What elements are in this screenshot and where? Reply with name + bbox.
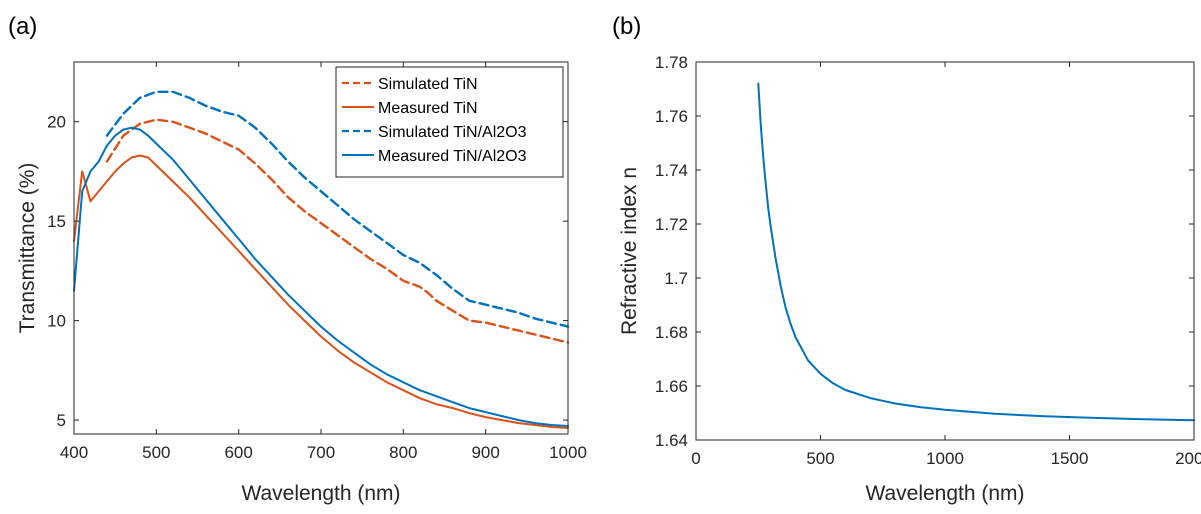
x-tick-label: 1500 xyxy=(1051,449,1089,468)
x-tick-label: 1000 xyxy=(926,449,964,468)
x-tick-label: 1000 xyxy=(549,443,587,462)
series-group-a xyxy=(73,90,570,429)
panel-label-a: (a) xyxy=(8,13,37,40)
y-tick-label: 20 xyxy=(47,113,66,132)
legend-label-measured-tin-al2o3: Measured TiN/Al2O3 xyxy=(378,148,527,165)
x-tick-label: 400 xyxy=(60,443,88,462)
legend-label-simulated-tin: Simulated TiN xyxy=(378,76,478,93)
y-tick-label: 1.7 xyxy=(664,269,688,288)
y-tick-label: 1.78 xyxy=(655,53,688,72)
y-ticks-a: 5 10 15 20 xyxy=(47,113,568,430)
plot-area-b xyxy=(696,62,1194,440)
series-line-measured-tin xyxy=(73,154,569,429)
x-tick-label: 0 xyxy=(691,449,700,468)
y-axis-label-b: Refractive index n xyxy=(618,167,641,335)
panel-label-b: (b) xyxy=(612,13,641,40)
chart-b: (b) 0 500 1000 1500 2000 1.64 1.66 1.68 1.7 1.72… xyxy=(612,13,1201,505)
x-ticks-b: 0 500 1000 1500 2000 xyxy=(691,62,1201,468)
legend-label-simulated-tin-al2o3: Simulated TiN/Al2O3 xyxy=(378,124,527,141)
x-tick-label: 500 xyxy=(806,449,834,468)
y-tick-label: 1.68 xyxy=(655,323,688,342)
legend-box xyxy=(335,66,564,178)
y-tick-label: 1.64 xyxy=(655,431,688,450)
legend-label-measured-tin: Measured TiN xyxy=(378,100,478,117)
x-ticks-a: 400 500 600 700 800 900 1000 xyxy=(60,62,587,462)
x-tick-label: 600 xyxy=(224,443,252,462)
chart-a: (a) 400 500 600 700 800 900 1000 5 10 15 20 Wavel… xyxy=(8,13,587,505)
y-tick-label: 1.74 xyxy=(655,161,688,180)
y-ticks-b: 1.64 1.66 1.68 1.7 1.72 1.74 1.76 1.78 xyxy=(655,53,1194,450)
x-tick-label: 800 xyxy=(389,443,417,462)
y-tick-label: 1.72 xyxy=(655,215,688,234)
series-line-n xyxy=(757,82,1195,422)
y-axis-label-a: Transmittance (%) xyxy=(16,163,39,334)
y-tick-label: 1.66 xyxy=(655,377,688,396)
legend-a: Simulated TiN Measured TiN Simulated TiN… xyxy=(335,66,564,178)
x-tick-label: 500 xyxy=(142,443,170,462)
series-line-simulated-tin xyxy=(105,118,570,344)
y-tick-label: 1.76 xyxy=(655,107,688,126)
series-line-measured-tin-al2o3 xyxy=(73,126,569,427)
series-group-b xyxy=(757,82,1195,422)
x-tick-label: 700 xyxy=(307,443,335,462)
series-line-simulated-tin-al2o3 xyxy=(105,90,570,328)
y-tick-label: 10 xyxy=(47,312,66,331)
y-tick-label: 15 xyxy=(47,212,66,231)
x-axis-label-a: Wavelength (nm) xyxy=(241,482,400,505)
x-tick-label: 900 xyxy=(471,443,499,462)
y-tick-label: 5 xyxy=(57,411,66,430)
x-axis-label-b: Wavelength (nm) xyxy=(865,482,1024,505)
x-tick-label: 2000 xyxy=(1175,449,1201,468)
